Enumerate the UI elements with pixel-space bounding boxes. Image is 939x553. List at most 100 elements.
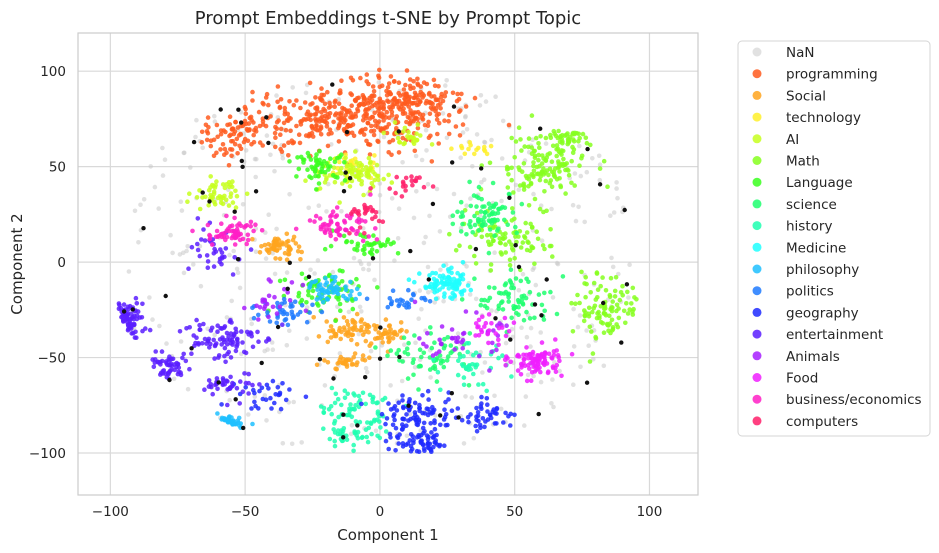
scatter-point [551,169,557,174]
scatter-point [480,381,486,387]
scatter-point [370,114,376,120]
scatter-point [355,106,360,112]
scatter-point [335,221,340,227]
scatter-point [578,364,583,370]
scatter-point [481,177,487,182]
scatter-point [517,167,522,173]
scatter-point [486,201,492,206]
scatter-point [301,117,307,122]
scatter-point [251,387,256,393]
scatter-point [378,105,384,110]
scatter-point [195,247,201,253]
scatter-point [318,296,323,301]
scatter-point [367,392,373,398]
scatter-point [284,311,290,317]
scatter-point [496,206,501,212]
scatter-point [448,343,454,348]
scatter-point [425,264,431,270]
scatter-point [478,93,484,98]
scatter-point [315,127,320,133]
scatter-point [406,287,411,293]
scatter-point [411,95,417,101]
scatter-points [116,67,639,455]
scatter-point [404,329,409,334]
scatter-point [356,95,362,101]
scatter-point [332,179,338,185]
scatter-point [354,247,360,253]
scatter-point [632,295,637,300]
scatter-point [240,389,246,395]
scatter-point [345,322,351,328]
scatter-point [246,412,251,417]
scatter-point [560,274,566,279]
scatter-point [405,376,411,381]
scatter-point [212,113,217,119]
scatter-point [200,145,205,151]
scatter-point [341,293,346,299]
legend-marker [752,329,762,339]
scatter-point [233,397,238,402]
scatter-point [295,249,301,254]
scatter-point [446,281,452,287]
scatter-point [473,365,479,370]
scatter-point [331,376,336,381]
scatter-point [348,293,353,298]
scatter-point [368,192,373,197]
scatter-point [493,94,498,99]
scatter-point [427,299,433,304]
scatter-point [325,111,331,117]
scatter-point [499,252,505,257]
scatter-point [520,271,526,277]
scatter-point [229,298,234,304]
scatter-point [306,292,311,298]
scatter-point [432,340,437,346]
scatter-point [490,340,495,346]
scatter-point [267,319,273,324]
scatter-point [484,151,490,157]
scatter-point [362,231,367,236]
scatter-point [429,159,435,164]
scatter-point [298,105,303,111]
scatter-point [262,242,268,248]
scatter-point [244,329,250,335]
scatter-point [384,93,390,98]
scatter-point [577,300,582,306]
scatter-point [213,234,219,240]
scatter-point [594,270,600,275]
scatter-point [581,318,587,324]
scatter-point [592,303,598,309]
scatter-point [473,333,478,338]
scatter-point [534,367,539,373]
scatter-point [452,335,458,341]
scatter-point [229,139,234,144]
scatter-point [215,134,220,140]
scatter-point [356,331,362,337]
scatter-point [307,283,313,288]
scatter-point [398,320,404,325]
scatter-point [400,160,405,165]
scatter-point [353,174,359,179]
scatter-point [374,237,380,242]
scatter-point [492,233,497,238]
scatter-point [307,131,312,137]
scatter-point [426,406,431,412]
scatter-point [257,250,263,255]
scatter-point [250,98,255,103]
scatter-point [411,215,417,221]
scatter-point [379,83,385,88]
scatter-point [372,172,378,177]
scatter-point [331,329,336,335]
scatter-point [506,414,511,419]
scatter-point [270,304,276,310]
scatter-point [503,231,508,236]
scatter-point [503,333,509,339]
series-programming [199,67,512,168]
scatter-point [298,119,303,124]
scatter-point [472,253,477,259]
scatter-point [325,360,331,365]
scatter-point [347,406,352,412]
scatter-point [402,302,407,308]
scatter-point [370,84,376,89]
scatter-point [531,160,536,165]
scatter-point [200,190,205,195]
